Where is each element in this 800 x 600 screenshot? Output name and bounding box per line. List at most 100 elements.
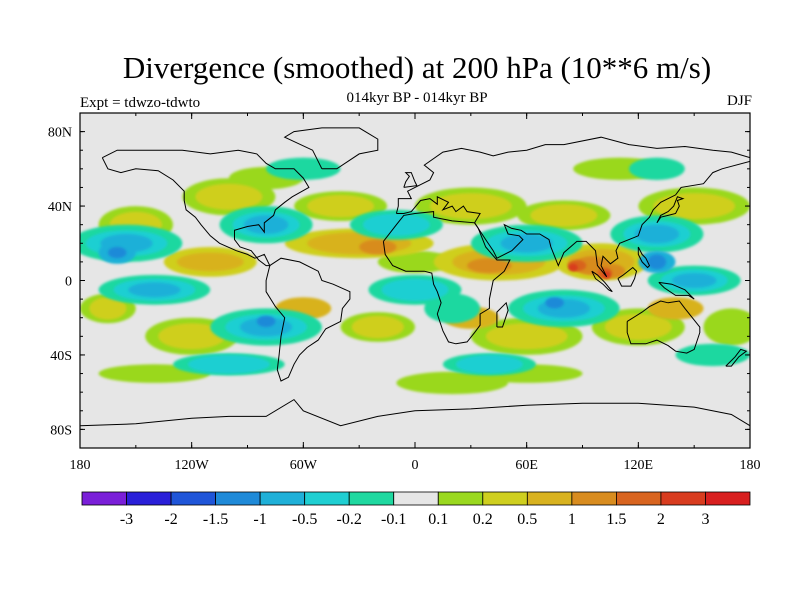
coastline-segment — [283, 127, 379, 170]
coastline-segment — [101, 149, 310, 267]
colorbar-label: 1 — [568, 511, 576, 528]
colorbar-swatch — [348, 491, 395, 506]
colorbar-label: -1 — [253, 511, 266, 528]
coastline-segment — [382, 211, 511, 345]
coastline-segment — [617, 266, 638, 287]
coastline-segment — [80, 398, 750, 427]
lon-tick-label: 120E — [624, 458, 654, 473]
divergence-level-3 — [107, 247, 667, 327]
convergence-contour-patch — [158, 323, 226, 350]
coastline-segment — [656, 196, 685, 224]
lon-tick-label: 0 — [412, 458, 419, 473]
colorbar-label: 1.5 — [606, 511, 626, 528]
lon-tick-label: 60W — [290, 458, 318, 473]
divergence-contour-patch — [634, 224, 680, 244]
divergence-contour-patch — [381, 278, 449, 301]
colorbar-swatch — [215, 491, 261, 506]
convergence-contour-patch — [359, 239, 397, 255]
coastline-segment — [725, 348, 748, 367]
colorbar-swatch — [482, 491, 528, 506]
coastline-segment — [637, 246, 651, 269]
colorbar-swatch — [126, 491, 172, 506]
coastline-segment — [496, 301, 509, 328]
coastlines — [80, 127, 750, 427]
divergence-contour-patch — [455, 355, 523, 374]
lon-tick-label: 60E — [515, 458, 538, 473]
colorbar-label: -3 — [120, 511, 133, 528]
colorbar-swatch — [81, 491, 127, 506]
convergence-contour-patch — [467, 258, 512, 273]
convergence-contour-patch — [485, 323, 568, 350]
colorbar-label: 3 — [702, 511, 710, 528]
colorbar-label: -0.2 — [337, 511, 362, 528]
colorbar-swatch — [304, 491, 350, 506]
coastline-segment — [591, 270, 613, 293]
lat-tick-label: 40N — [48, 200, 72, 215]
convergence-contour-patch — [195, 183, 263, 210]
convergence-contour-patch — [530, 204, 598, 227]
convergence-contour-patch — [703, 308, 750, 346]
convergence-contour-patch — [653, 193, 736, 220]
divergence-contour-patch — [671, 273, 717, 288]
divergence-contour-patch — [500, 234, 553, 253]
lat-tick-label: 80N — [48, 126, 72, 141]
colorbar-label: 0.5 — [517, 511, 537, 528]
colorbar-label: -1.5 — [203, 511, 228, 528]
colorbar-swatch — [616, 491, 662, 506]
latitude-axis: 80N 40N 0 40S 80S — [48, 112, 750, 449]
lat-tick-label: 0 — [65, 275, 72, 290]
convergence-contour-patch — [351, 315, 404, 339]
coastline-segment — [658, 281, 695, 300]
colorbar-label: -0.1 — [381, 511, 406, 528]
colorbar-label: 0.1 — [428, 511, 448, 528]
divergence-contour-patch — [647, 254, 667, 270]
colorbar-swatch — [393, 491, 439, 506]
colorbar-label: 2 — [657, 511, 665, 528]
lon-tick-label: 120W — [175, 458, 210, 473]
experiment-label: Expt = tdwzo-tdwto — [80, 95, 201, 111]
colorbar-swatch — [571, 491, 617, 506]
colorbar-label: 0.2 — [473, 511, 493, 528]
chart-title: Divergence (smoothed) at 200 hPa (10**6 … — [122, 50, 712, 85]
convergence-contour-patch — [568, 263, 578, 272]
colorbar-swatch — [660, 491, 706, 506]
convergence-contour-patch — [307, 194, 375, 218]
coastline-segment — [395, 136, 750, 278]
lat-tick-label: 40S — [50, 349, 72, 364]
convergence-contour-patch — [647, 297, 704, 320]
divergence-contour-patch — [188, 355, 270, 374]
divergence-contour-patch — [545, 297, 564, 309]
divergence-contour-patch — [128, 282, 181, 298]
lon-tick-label: 180 — [740, 458, 761, 473]
divergence-contour-patch — [675, 343, 750, 367]
season-label: DJF — [726, 93, 752, 109]
divergence-contour-patch — [266, 157, 341, 180]
divergence-contour-patch — [256, 315, 276, 327]
coastline-segment — [265, 257, 351, 382]
convergence-contour-patch — [89, 297, 127, 320]
coastline-segment — [403, 172, 418, 188]
lat-tick-label: 80S — [50, 423, 72, 438]
divergence-contour-patch — [240, 317, 293, 337]
divergence-field — [80, 157, 750, 395]
colorbar-swatch — [170, 491, 217, 506]
colorbar-swatch — [705, 491, 751, 506]
divergence-contour-patch — [629, 157, 685, 180]
divergence-contour-patch — [107, 247, 127, 259]
colorbar-swatch — [437, 491, 484, 506]
divergence-level-2 — [98, 215, 717, 337]
coastline-segment — [626, 300, 701, 354]
colorbar-label: -0.5 — [292, 511, 317, 528]
lon-tick-label: 180 — [70, 458, 91, 473]
convergence-contour-patch — [429, 193, 512, 220]
colorbar-swatch — [526, 491, 573, 506]
divergence-contour-patch — [243, 215, 289, 234]
convergence-contour-patch — [604, 314, 672, 340]
convergence-contour-patch — [176, 252, 244, 272]
colorbar-label: -2 — [164, 511, 177, 528]
colorbar: -3 -2 -1.5 -1 -0.5 -0.2 -0.1 0.1 0.2 0.5 1 1.5 2 3 — [81, 491, 751, 528]
chart-subtitle: 014kyr BP - 014kyr BP — [346, 90, 488, 106]
colorbar-swatch — [259, 491, 306, 506]
longitude-axis: 180 120W 60W 0 60E 120E 180 — [70, 113, 761, 473]
